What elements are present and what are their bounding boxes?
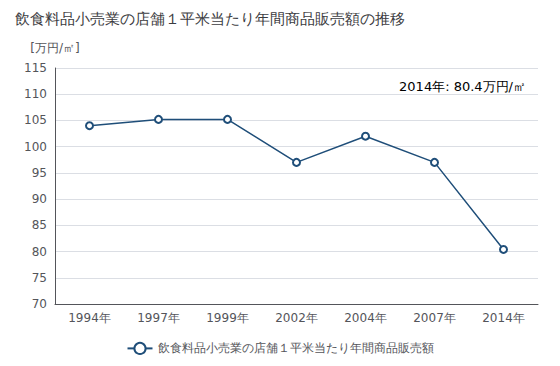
svg-text:1994年: 1994年 bbox=[68, 311, 111, 325]
svg-text:飲食料品小売業の店舗１平米当たり年間商品販売額の推移: 飲食料品小売業の店舗１平米当たり年間商品販売額の推移 bbox=[15, 10, 405, 28]
svg-text:115: 115 bbox=[24, 61, 47, 75]
svg-text:110: 110 bbox=[24, 87, 47, 101]
svg-text:90: 90 bbox=[32, 192, 47, 206]
svg-text:2002年: 2002年 bbox=[275, 311, 318, 325]
svg-text:1997年: 1997年 bbox=[137, 311, 180, 325]
svg-text:85: 85 bbox=[32, 218, 47, 232]
svg-text:80: 80 bbox=[32, 245, 47, 259]
svg-text:2014年: 2014年 bbox=[482, 311, 525, 325]
svg-text:100: 100 bbox=[24, 140, 47, 154]
svg-text:2014年: 80.4万円/㎡: 2014年: 80.4万円/㎡ bbox=[399, 79, 526, 94]
svg-text:[万円/㎡]: [万円/㎡] bbox=[30, 41, 79, 55]
svg-text:95: 95 bbox=[32, 166, 47, 180]
svg-text:75: 75 bbox=[32, 271, 47, 285]
svg-text:1999年: 1999年 bbox=[206, 311, 249, 325]
svg-text:105: 105 bbox=[24, 113, 47, 127]
svg-text:飲食料品小売業の店舗１平米当たり年間商品販売額: 飲食料品小売業の店舗１平米当たり年間商品販売額 bbox=[158, 341, 434, 355]
svg-text:2004年: 2004年 bbox=[344, 311, 387, 325]
svg-text:70: 70 bbox=[32, 297, 47, 311]
svg-text:2007年: 2007年 bbox=[413, 311, 456, 325]
